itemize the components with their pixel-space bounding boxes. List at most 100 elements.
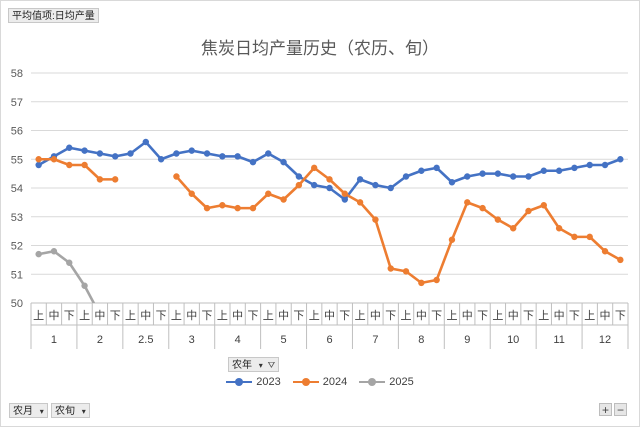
data-point bbox=[66, 161, 73, 169]
collapse-button[interactable]: − bbox=[614, 403, 627, 416]
series-2023 bbox=[35, 138, 624, 203]
data-point bbox=[448, 179, 456, 186]
legend-item: 2025 bbox=[359, 376, 414, 388]
data-point bbox=[265, 190, 272, 197]
data-point bbox=[310, 164, 318, 172]
x-tick-label: 上 bbox=[125, 309, 136, 322]
data-point bbox=[509, 225, 517, 232]
x-tick-label: 中 bbox=[370, 309, 381, 322]
data-point bbox=[280, 158, 287, 166]
data-point bbox=[35, 156, 42, 163]
data-point bbox=[66, 259, 73, 266]
data-point bbox=[402, 173, 410, 180]
y-tick-label: 57 bbox=[11, 97, 23, 109]
data-point bbox=[571, 164, 578, 172]
legend-item: 2024 bbox=[292, 376, 348, 388]
data-point bbox=[540, 202, 548, 209]
series-2025 bbox=[35, 248, 96, 303]
data-point bbox=[617, 256, 624, 264]
value-field-button[interactable]: 平均值项:日均产量 bbox=[8, 8, 99, 23]
chart-legend: 2023 2024 2025 bbox=[0, 376, 640, 391]
data-point bbox=[35, 250, 42, 258]
x-tick-label: 下 bbox=[64, 309, 75, 322]
row-field-label-month: 农月 bbox=[13, 406, 33, 417]
data-point bbox=[372, 181, 379, 189]
data-point bbox=[280, 196, 287, 203]
x-tick-label: 中 bbox=[324, 309, 335, 322]
value-field-label: 平均值项:日均产量 bbox=[12, 11, 95, 22]
y-tick-label: 50 bbox=[11, 298, 23, 310]
data-point bbox=[479, 170, 486, 177]
x-group-label: 2.5 bbox=[138, 334, 153, 346]
data-point bbox=[387, 265, 394, 272]
expand-button[interactable]: + bbox=[599, 403, 612, 416]
data-point bbox=[479, 204, 486, 212]
data-point bbox=[464, 173, 471, 180]
data-point bbox=[50, 248, 58, 255]
y-tick-label: 58 bbox=[11, 68, 23, 80]
x-tick-label: 上 bbox=[171, 309, 182, 322]
x-group-label: 11 bbox=[553, 334, 564, 346]
x-group-label: 10 bbox=[507, 334, 519, 346]
data-point bbox=[525, 207, 532, 215]
data-point bbox=[310, 181, 318, 189]
data-point bbox=[387, 184, 394, 192]
dropdown-arrow-icon: ▾ bbox=[81, 407, 86, 416]
data-point bbox=[402, 268, 410, 275]
data-point bbox=[494, 170, 502, 177]
series-line bbox=[175, 166, 621, 285]
x-tick-label: 上 bbox=[538, 309, 549, 322]
data-point bbox=[249, 204, 257, 212]
data-point bbox=[188, 147, 195, 154]
data-point bbox=[326, 184, 333, 192]
data-point bbox=[203, 150, 211, 157]
x-tick-label: 下 bbox=[385, 309, 396, 322]
legend-item: 2023 bbox=[226, 376, 281, 388]
row-field-button-month[interactable]: 农月 ▾ bbox=[9, 403, 48, 418]
series-field-button[interactable]: 农年 ▾ ⛛ bbox=[228, 357, 280, 372]
x-tick-label: 下 bbox=[156, 309, 167, 322]
x-tick-label: 下 bbox=[523, 309, 534, 322]
data-point bbox=[219, 153, 226, 160]
x-tick-label: 中 bbox=[94, 309, 105, 322]
x-tick-label: 中 bbox=[186, 309, 197, 322]
data-point bbox=[66, 144, 73, 151]
data-point bbox=[173, 173, 180, 180]
x-tick-label: 上 bbox=[401, 309, 412, 322]
data-point bbox=[81, 147, 88, 154]
x-tick-label: 上 bbox=[263, 309, 274, 322]
y-tick-label: 52 bbox=[11, 241, 23, 253]
data-point bbox=[50, 156, 58, 163]
data-point bbox=[356, 199, 364, 206]
row-field-button-period[interactable]: 农旬 ▾ bbox=[51, 403, 90, 418]
y-tick-label: 53 bbox=[11, 212, 23, 224]
x-tick-label: 下 bbox=[110, 309, 121, 322]
data-point bbox=[234, 204, 241, 212]
x-group-label: 1 bbox=[51, 334, 57, 346]
data-point bbox=[601, 248, 609, 255]
x-group-label: 7 bbox=[372, 334, 378, 346]
data-point bbox=[96, 176, 104, 183]
y-tick-label: 51 bbox=[11, 269, 23, 281]
x-tick-label: 上 bbox=[33, 309, 44, 322]
data-point bbox=[142, 138, 150, 146]
data-point bbox=[525, 173, 532, 180]
x-group-label: 3 bbox=[189, 334, 195, 346]
data-point bbox=[111, 153, 119, 160]
data-point bbox=[555, 225, 563, 232]
data-point bbox=[372, 216, 379, 223]
legend-label: 2024 bbox=[322, 376, 348, 388]
data-point bbox=[295, 181, 303, 189]
x-tick-label: 中 bbox=[462, 309, 473, 322]
x-tick-label: 上 bbox=[355, 309, 366, 322]
data-point bbox=[157, 156, 165, 163]
data-point bbox=[464, 199, 471, 206]
x-group-label: 5 bbox=[281, 334, 287, 346]
row-field-label-period: 农旬 bbox=[55, 406, 75, 417]
data-point bbox=[219, 202, 226, 209]
data-point bbox=[494, 216, 502, 223]
data-point bbox=[127, 150, 134, 157]
data-point bbox=[81, 161, 88, 169]
legend-swatch bbox=[359, 376, 386, 388]
